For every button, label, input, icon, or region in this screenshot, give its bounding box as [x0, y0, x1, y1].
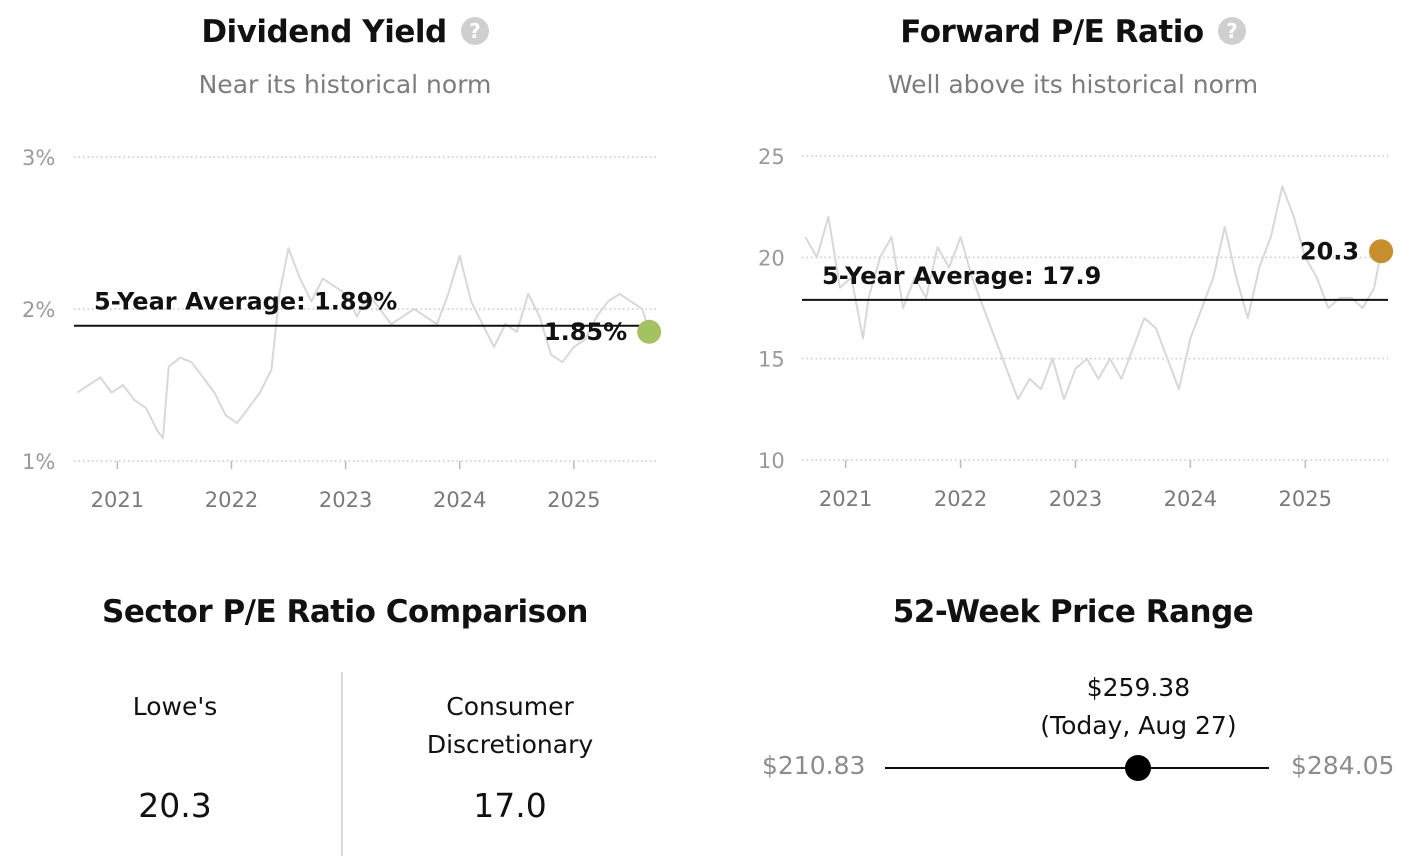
x-tick-label: 2024	[433, 488, 486, 512]
x-tick-label: 2022	[934, 487, 987, 511]
y-tick-label: 10	[758, 449, 785, 473]
x-tick-label: 2025	[547, 488, 600, 512]
y-tick-label: 20	[758, 246, 785, 270]
range-low: $210.83	[762, 751, 866, 780]
current-value-label: 1.85%	[544, 318, 627, 346]
question-icon[interactable]: ?	[460, 17, 489, 45]
sector-comparison-title: Sector P/E Ratio Comparison	[102, 594, 588, 630]
sector-col-company: Lowe's 20.3	[60, 688, 290, 825]
current-price-label: $259.38 (Today, Aug 27)	[988, 669, 1288, 745]
dividend-yield-panel: Dividend Yield? Near its historical norm…	[0, 0, 690, 540]
forward-pe-title: Forward P/E Ratio	[900, 14, 1204, 50]
x-tick-label: 2025	[1279, 487, 1332, 511]
x-tick-label: 2022	[205, 488, 258, 512]
range-high: $284.05	[1291, 751, 1395, 780]
average-label: 5-Year Average: 1.89%	[94, 288, 397, 316]
current-value-dot	[1369, 239, 1394, 264]
x-tick-label: 2021	[819, 487, 872, 511]
question-icon[interactable]: ?	[1217, 17, 1246, 45]
y-tick-label: 3%	[22, 146, 55, 170]
current-price-note: (Today, Aug 27)	[1040, 711, 1237, 740]
price-range-title: 52-Week Price Range	[892, 594, 1254, 630]
sector-comparison-panel: Sector P/E Ratio Comparison Lowe's 20.3 …	[0, 580, 690, 856]
sector-name-line2: Discretionary	[426, 730, 594, 759]
series-line	[804, 185, 1383, 401]
current-price: $259.38	[1086, 673, 1191, 702]
current-value-dot	[637, 319, 662, 344]
series-line	[76, 247, 651, 440]
dividend-yield-title-row: Dividend Yield?	[0, 14, 690, 50]
sector-pe-value: 17.0	[473, 786, 547, 825]
forward-pe-subtitle: Well above its historical norm	[887, 70, 1259, 99]
x-tick-label: 2023	[319, 488, 372, 512]
price-range-panel: 52-Week Price Range $259.38 (Today, Aug …	[728, 580, 1418, 856]
sector-col-industry: Consumer Discretionary 17.0	[380, 688, 640, 825]
y-tick-label: 1%	[22, 450, 55, 474]
current-value-label: 20.3	[1300, 237, 1359, 265]
y-tick-label: 15	[758, 348, 785, 372]
dividend-yield-subtitle: Near its historical norm	[198, 70, 492, 99]
forward-pe-title-row: Forward P/E Ratio?	[728, 14, 1418, 50]
company-name: Lowe's	[132, 692, 218, 721]
sector-divider	[341, 672, 343, 856]
x-tick-label: 2024	[1164, 487, 1217, 511]
company-pe-value: 20.3	[138, 786, 212, 825]
range-track	[885, 767, 1269, 769]
sector-name-line1: Consumer	[446, 692, 574, 721]
average-label: 5-Year Average: 17.9	[822, 262, 1101, 290]
x-tick-label: 2023	[1049, 487, 1102, 511]
x-tick-label: 2021	[91, 488, 144, 512]
y-tick-label: 25	[758, 145, 785, 169]
dividend-yield-title: Dividend Yield	[201, 14, 447, 50]
dividend-yield-chart: 1% 2% 3% 2021 2022 2023 2024 2025 5-Year Average…	[22, 146, 662, 512]
y-tick-label: 2%	[22, 298, 55, 322]
forward-pe-panel: Forward P/E Ratio? Well above its histor…	[728, 0, 1418, 540]
current-price-marker	[1125, 755, 1152, 781]
